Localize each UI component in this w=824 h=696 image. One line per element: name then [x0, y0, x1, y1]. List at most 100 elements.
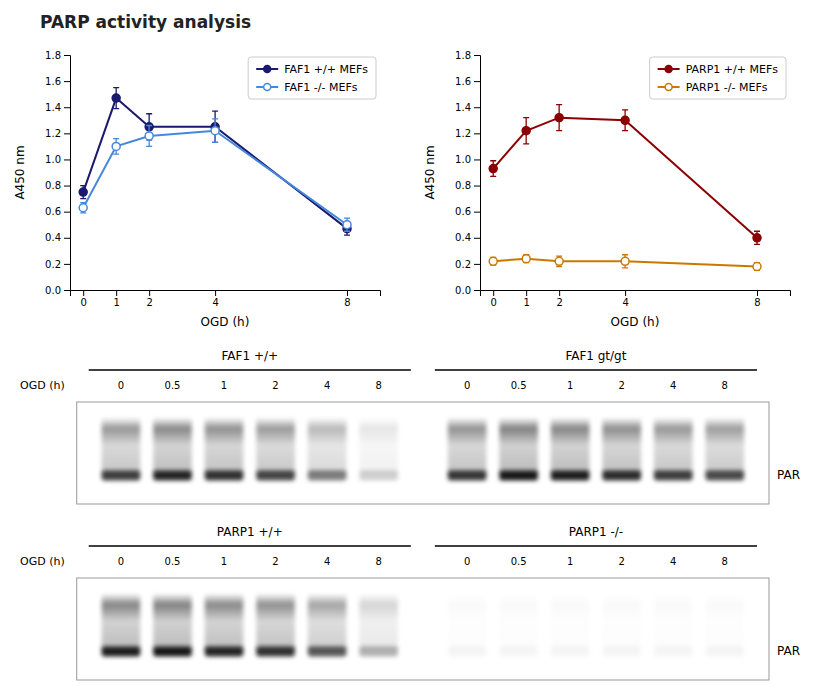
x-axis-label: OGD (h)	[611, 315, 660, 329]
tick-label: 0.2	[455, 259, 471, 270]
tick: 2	[619, 380, 625, 392]
tick: 0.2	[45, 259, 70, 270]
lane-band	[308, 470, 347, 480]
plot-area	[489, 105, 761, 271]
line	[493, 118, 757, 238]
lane-band	[705, 470, 744, 480]
lane-band	[705, 646, 744, 656]
tick: 0	[464, 556, 470, 568]
error-bar	[490, 161, 496, 177]
lane-smear	[308, 417, 347, 473]
lane-smear	[102, 593, 141, 649]
tick-label: 4	[670, 556, 676, 567]
tick-label: 1.2	[455, 128, 471, 139]
lane-smear	[602, 593, 641, 649]
legend-item: PARP1 +/+ MEFs	[658, 63, 779, 76]
tick-label: 1	[567, 556, 573, 567]
error-bar	[556, 256, 562, 266]
lane-band	[359, 470, 398, 480]
tick-label: 2	[556, 297, 562, 308]
tick-label: 0.4	[455, 232, 471, 243]
tick: 4	[622, 290, 628, 308]
lane-band	[205, 646, 244, 656]
lane-smear	[602, 417, 641, 473]
tick-label: 1	[523, 297, 529, 308]
tick-mark	[474, 186, 480, 187]
tick-label: 1.4	[45, 102, 61, 113]
tick-mark	[526, 290, 527, 296]
tick: 8	[344, 290, 350, 308]
tick-label: 1	[113, 297, 119, 308]
point	[343, 221, 351, 229]
group-label: FAF1 +/+	[222, 349, 279, 363]
lane-band	[102, 646, 141, 656]
tick-mark	[64, 186, 70, 187]
lane-smear	[448, 417, 487, 473]
lane-band	[153, 646, 192, 656]
point	[211, 127, 219, 135]
legend-label: FAF1 -/- MEFs	[284, 81, 358, 94]
gel	[77, 402, 769, 504]
tick-mark	[149, 290, 150, 296]
tick: 0.8	[45, 180, 70, 191]
tick: 0	[118, 556, 124, 568]
series	[489, 255, 761, 271]
tick: 1.4	[45, 102, 70, 113]
error-bar	[80, 203, 86, 213]
annotation: PAR	[777, 644, 800, 658]
tick-label: 0.2	[45, 259, 61, 270]
tick: 2	[556, 290, 562, 308]
error-bar	[490, 257, 496, 265]
tick: 8	[722, 556, 728, 568]
tick: 0	[118, 380, 124, 392]
point	[621, 257, 629, 265]
tick-label: 8	[722, 556, 728, 567]
lane-smear	[359, 593, 398, 649]
tick-label: 8	[375, 556, 381, 567]
tick-label: 1	[221, 380, 227, 391]
lane-smear	[359, 417, 398, 473]
lane-smear	[256, 593, 295, 649]
axis-line	[64, 56, 71, 291]
error-bar	[344, 218, 350, 231]
line	[83, 131, 347, 225]
lane-smear	[205, 417, 244, 473]
lane-band	[153, 470, 192, 480]
lane-band	[654, 470, 693, 480]
tick-label: 2	[619, 380, 625, 391]
tick-label: 4	[324, 380, 330, 391]
legend-label: PARP1 -/- MEFs	[686, 81, 768, 94]
tick: 8	[722, 380, 728, 392]
point	[522, 255, 530, 263]
tick: 2	[146, 290, 152, 308]
lane-smear	[256, 417, 295, 473]
tick-mark	[493, 290, 494, 296]
lane-smear	[551, 593, 590, 649]
lane-band	[551, 470, 590, 480]
lane-axis: 00.51248	[118, 380, 382, 392]
point	[489, 165, 497, 173]
figure: PARP activity analysis012480.00.20.40.60…	[0, 0, 824, 696]
tick: 1.2	[455, 128, 480, 139]
axis: 0.00.20.40.60.81.01.21.41.61.8	[455, 50, 480, 296]
lane-band	[205, 470, 244, 480]
tick: 1	[221, 380, 227, 392]
tick: 8	[754, 290, 760, 308]
tick-mark	[625, 290, 626, 296]
tick-label: 0.0	[455, 285, 471, 296]
tick: 4	[324, 556, 330, 568]
lane-smear	[654, 417, 693, 473]
y-axis-label: A450 nm	[13, 145, 27, 199]
tick: 0.0	[455, 285, 480, 296]
error-bar	[146, 126, 152, 147]
point	[112, 94, 120, 102]
tick: 0.0	[45, 285, 70, 296]
tick-mark	[64, 238, 70, 239]
lane-axis: 00.51248	[464, 380, 728, 392]
tick-label: 1	[567, 380, 573, 391]
axis: 01248	[481, 290, 791, 308]
point	[753, 263, 761, 271]
group-label: PARP1 +/+	[217, 525, 283, 539]
tick-mark	[474, 212, 480, 213]
tick: 0.5	[511, 556, 527, 568]
